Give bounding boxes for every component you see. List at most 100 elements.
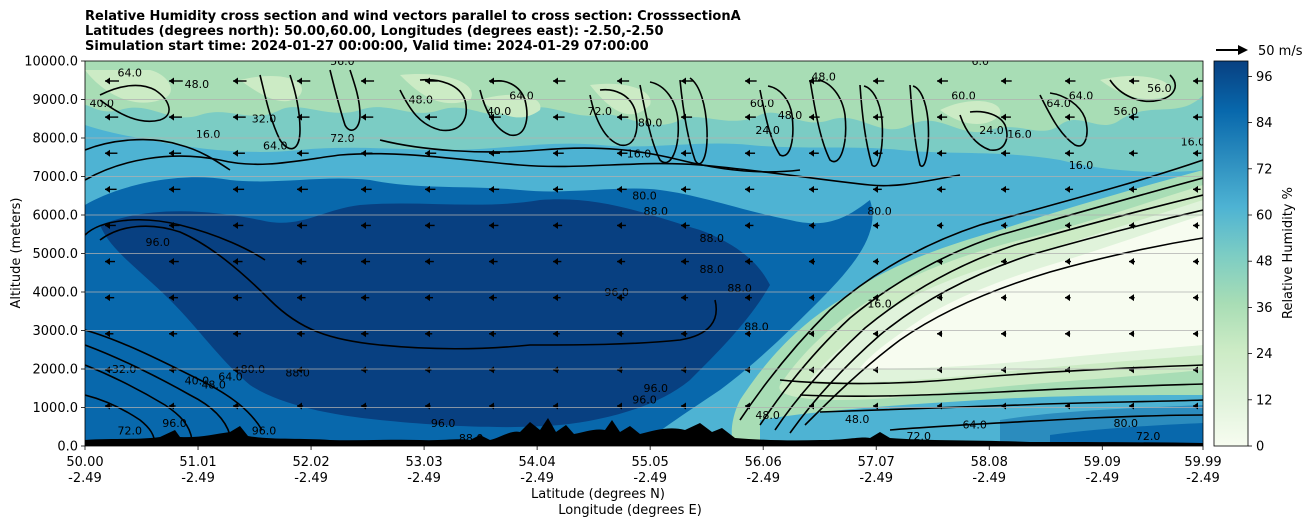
wind-vector xyxy=(297,77,311,85)
contour-label: 88.0 xyxy=(699,232,724,245)
grid-lines xyxy=(85,99,1203,408)
wind-vector xyxy=(169,221,180,229)
x-tick-label-lat: 58.08 xyxy=(971,455,1008,470)
wind-vector xyxy=(233,366,241,374)
wind-vector xyxy=(105,366,113,374)
wind-vector xyxy=(1001,330,1007,338)
wind-vector xyxy=(1193,294,1199,302)
wind-vector xyxy=(745,77,757,85)
colorbar-tick-label: 60 xyxy=(1256,209,1273,224)
contour-label: 96.0 xyxy=(644,382,669,395)
wind-vector xyxy=(1193,113,1203,121)
wind-vector xyxy=(425,294,434,302)
contour-label: 88.0 xyxy=(644,205,669,218)
wind-vector xyxy=(745,330,752,338)
wind-vector xyxy=(937,221,944,229)
wind-vector xyxy=(937,113,948,121)
contour-line xyxy=(759,177,1203,426)
wind-vector xyxy=(809,330,815,338)
wind-vector xyxy=(105,185,117,193)
wind-vector xyxy=(361,330,369,338)
wind-vector xyxy=(1065,221,1072,229)
x-tick-label-lon: -2.49 xyxy=(633,471,667,486)
contour-label: 96.0 xyxy=(632,394,657,407)
wind-vector xyxy=(617,149,628,157)
wind-vector xyxy=(1129,113,1139,121)
contour-label: 16.0 xyxy=(1007,128,1032,141)
contour-label: 80.0 xyxy=(638,116,663,129)
contour-label: 96.0 xyxy=(252,424,277,437)
wind-vector xyxy=(1193,149,1202,157)
contour-label: 6.0 xyxy=(972,55,990,68)
wind-vector xyxy=(681,113,693,121)
contour-line xyxy=(789,209,1203,434)
wind-vector xyxy=(937,77,948,85)
colorbar: 0 12 24 36 48 60 72 84 96 Relative Humidity % xyxy=(1213,60,1296,455)
contour-line xyxy=(809,79,847,163)
wind-vector xyxy=(233,113,246,121)
wind-vector xyxy=(809,258,815,266)
wind-vector xyxy=(937,330,943,338)
wind-vector xyxy=(617,113,629,121)
contour-label: 80.0 xyxy=(867,205,892,218)
wind-vector xyxy=(1001,113,1011,121)
wind-vector xyxy=(553,113,565,121)
wind-vector xyxy=(873,113,884,121)
wind-vector xyxy=(105,113,119,121)
contour-label: 88.0 xyxy=(744,321,769,334)
wind-vector xyxy=(297,294,306,302)
wind-vector xyxy=(1065,149,1074,157)
wind-vector xyxy=(297,185,308,193)
wind-vector xyxy=(553,366,559,374)
x-tick-label-lon: -2.49 xyxy=(294,471,328,486)
x-axis: 50.00-2.4951.01-2.4952.02-2.4953.03-2.49… xyxy=(66,446,1222,486)
contour-label: 72.0 xyxy=(588,105,613,118)
contour-line xyxy=(85,394,156,446)
contour-label: 64.0 xyxy=(118,66,143,79)
contour-line xyxy=(819,399,1203,413)
x-tick-label-lon: -2.49 xyxy=(407,471,441,486)
x-tick-label-lat: 51.01 xyxy=(179,455,216,470)
wind-vector xyxy=(1193,185,1201,193)
contour-label: 48.0 xyxy=(778,109,803,122)
wind-vector xyxy=(489,221,499,229)
wind-vector xyxy=(233,294,242,302)
wind-vector xyxy=(425,185,436,193)
contour-line xyxy=(959,110,1008,151)
wind-vector xyxy=(297,258,307,266)
wind-vector xyxy=(1129,294,1135,302)
x-axis-label-lat: Latitude (degrees N) xyxy=(531,487,665,502)
wind-vector xyxy=(745,221,754,229)
colorbar-gradient xyxy=(1213,60,1249,447)
contour-line xyxy=(85,138,231,171)
wind-vector xyxy=(233,185,245,193)
wind-vector xyxy=(361,149,373,157)
wind-vector xyxy=(361,258,371,266)
x-tick-label-lon: -2.49 xyxy=(746,471,780,486)
wind-vector xyxy=(809,149,819,157)
y-tick-label: 5000.0 xyxy=(33,247,79,262)
wind-vector xyxy=(553,221,563,229)
wind-vector xyxy=(617,185,627,193)
wind-vector xyxy=(617,366,623,374)
y-tick-label: 4000.0 xyxy=(33,286,79,301)
wind-vector xyxy=(169,77,183,85)
x-tick-label-lon: -2.49 xyxy=(1085,471,1119,486)
contour-line xyxy=(85,344,231,436)
wind-vector xyxy=(169,149,182,157)
wind-vector xyxy=(745,185,755,193)
wind-vector xyxy=(681,366,687,374)
contour-label: 64.0 xyxy=(509,90,534,103)
contour-line xyxy=(85,152,961,187)
wind-vector xyxy=(297,149,309,157)
wind-vector xyxy=(105,258,115,266)
wind-vector xyxy=(489,258,498,266)
wind-vector xyxy=(425,113,438,121)
wind-vector xyxy=(233,77,247,85)
wind-vector xyxy=(361,185,372,193)
contour-label: 48.0 xyxy=(201,378,226,391)
contour-line xyxy=(1039,92,1088,147)
wind-vector xyxy=(873,221,880,229)
contour-label: 16.0 xyxy=(867,297,892,310)
